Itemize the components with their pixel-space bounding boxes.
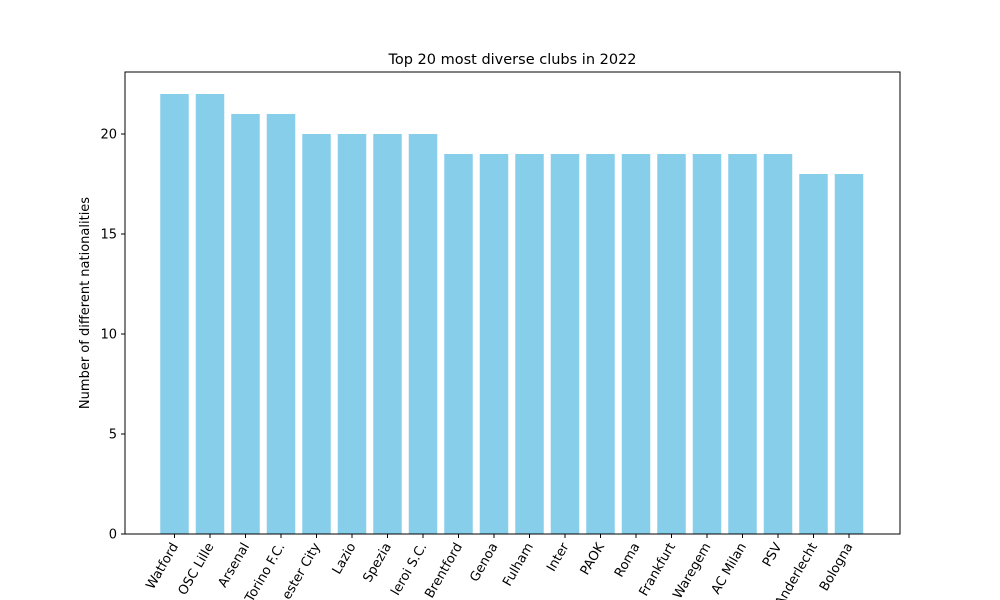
bar — [231, 114, 260, 534]
bar — [266, 114, 296, 534]
y-tick-label: 15 — [100, 228, 117, 243]
bar — [337, 134, 367, 534]
bar — [621, 154, 651, 534]
chart-title: Top 20 most diverse clubs in 2022 — [387, 52, 636, 68]
bar — [160, 94, 189, 534]
x-tick-label: Genoa — [467, 541, 501, 585]
y-axis-label: Number of different nationalities — [78, 197, 93, 409]
x-tick-label: OSC Lille — [176, 541, 218, 599]
x-tick-label: Watford — [143, 541, 181, 593]
bar — [692, 154, 722, 534]
y-tick-label: 5 — [109, 428, 117, 443]
bar — [479, 154, 509, 534]
bar — [550, 154, 580, 534]
x-tick-label: Inter — [544, 540, 573, 574]
bar — [657, 154, 686, 534]
y-tick-label: 10 — [100, 328, 117, 343]
bar — [586, 154, 615, 534]
x-tick-label: Fulham — [500, 541, 537, 590]
bar — [728, 154, 757, 534]
plot-area-frame — [124, 71, 901, 535]
bar — [763, 154, 793, 534]
x-tick-label: PAOK — [578, 540, 608, 578]
bar — [302, 134, 331, 534]
x-tick-label: Spezia — [361, 541, 395, 586]
bar — [834, 174, 864, 534]
x-tick-label: AC Milan — [709, 541, 750, 597]
x-tick-label: PSV — [760, 540, 786, 569]
y-axis-ticks: 0 5 10 15 20 — [100, 128, 125, 543]
bar — [799, 174, 828, 534]
x-tick-label: Arsenal — [216, 541, 253, 591]
bar — [408, 134, 438, 534]
bar — [515, 154, 544, 534]
x-tick-label: Roma — [612, 541, 644, 581]
bar-series — [160, 94, 864, 534]
bar — [444, 154, 473, 534]
x-tick-label: Bologna — [817, 541, 856, 594]
y-tick-label: 0 — [109, 528, 117, 543]
x-tick-label: Lazio — [330, 540, 360, 577]
bar — [195, 94, 225, 534]
y-tick-label: 20 — [100, 128, 117, 143]
bar — [373, 134, 402, 534]
